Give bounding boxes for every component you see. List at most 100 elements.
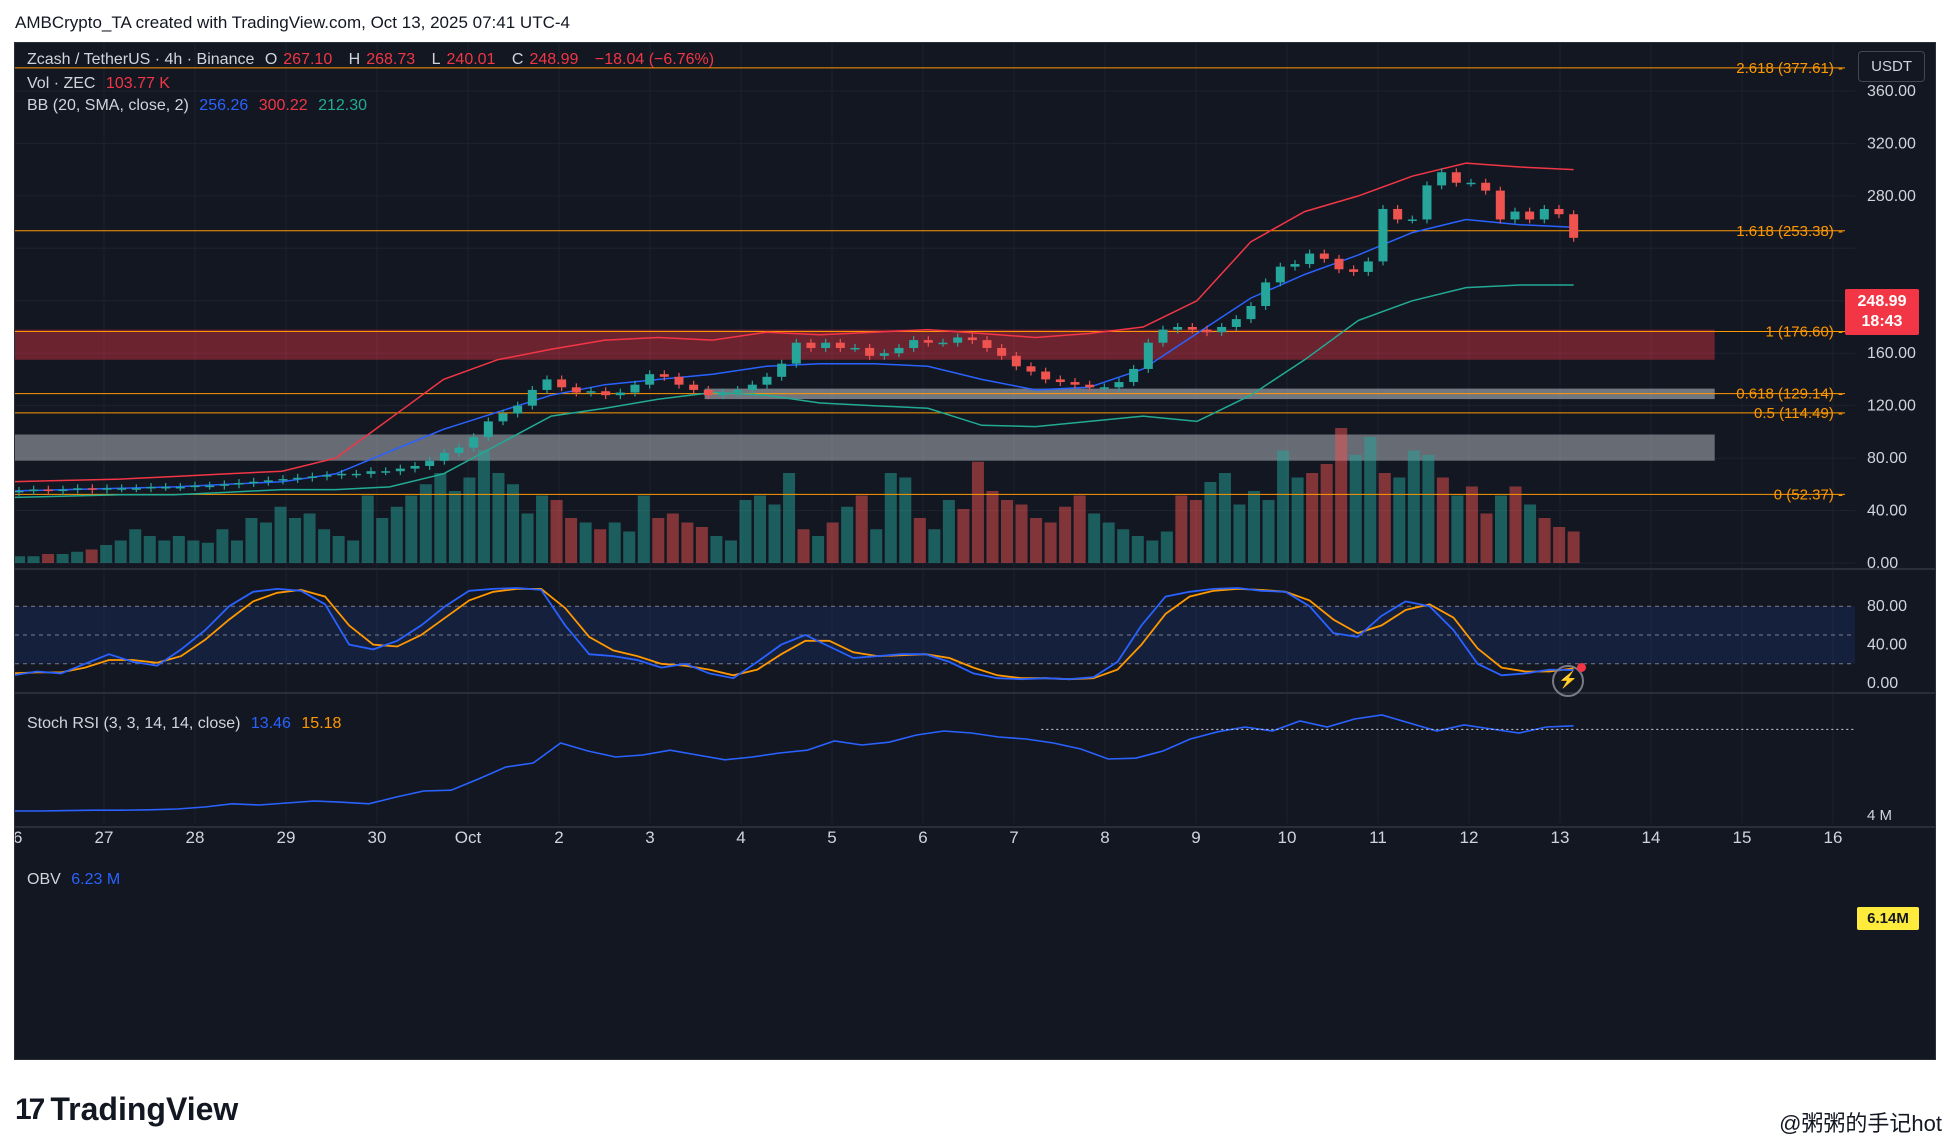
volume-bar bbox=[579, 522, 592, 563]
obv-legend[interactable]: OBV 6.23 M bbox=[27, 871, 126, 889]
candle-body bbox=[1510, 211, 1520, 220]
volume-label: Vol · ZEC bbox=[27, 75, 96, 92]
ohlc-open-value: 267.10 bbox=[283, 51, 333, 68]
candle-body bbox=[190, 485, 200, 488]
volume-bar bbox=[957, 509, 970, 563]
candle-body bbox=[938, 342, 948, 345]
candle-body bbox=[1525, 211, 1535, 220]
volume-bar bbox=[1436, 477, 1449, 563]
bb-basis-line bbox=[15, 218, 1574, 492]
candle-body bbox=[469, 437, 479, 448]
candle-body bbox=[1202, 329, 1212, 333]
volume-bar bbox=[623, 531, 636, 563]
candle-body bbox=[1305, 253, 1315, 265]
symbol-title[interactable]: Zcash / TetherUS · 4h · Binance bbox=[27, 51, 255, 68]
volume-bar bbox=[1175, 495, 1188, 563]
ohlc-high-value: 268.73 bbox=[366, 51, 416, 68]
volume-bar bbox=[899, 477, 912, 563]
candle-body bbox=[1187, 326, 1197, 330]
lightning-icon[interactable]: ⚡ bbox=[1552, 663, 1586, 697]
volume-bar bbox=[1451, 495, 1464, 563]
volume-bar bbox=[1102, 522, 1115, 563]
candle-body bbox=[117, 488, 127, 490]
candle-body bbox=[1334, 258, 1344, 270]
fib-label-0.5: 0.5 (114.49) - bbox=[1754, 405, 1843, 422]
volume-bar bbox=[507, 484, 520, 563]
volume-bar bbox=[318, 529, 331, 563]
volume-bar bbox=[289, 518, 302, 563]
ohlc-close: C 248.99 bbox=[512, 51, 585, 68]
stoch-legend[interactable]: Stoch RSI (3, 3, 14, 14, close) 13.46 15… bbox=[27, 715, 347, 733]
candle-body bbox=[1217, 326, 1227, 333]
tradingview-logo[interactable]: 17 TradingView bbox=[15, 1091, 238, 1128]
chart-svg[interactable]: 2.618 (377.61) - 1.618 (253.38) - 1 (176.6… bbox=[15, 43, 1935, 1059]
obv-axis-label: 4 M bbox=[1867, 807, 1892, 824]
candle-body bbox=[1539, 208, 1549, 220]
x-tick-label: 7 bbox=[1009, 828, 1018, 847]
x-tick-label: 3 bbox=[645, 828, 654, 847]
candle-body bbox=[1349, 269, 1359, 272]
volume-bar bbox=[100, 545, 113, 563]
x-tick-label: 2 bbox=[554, 828, 563, 847]
volume-bar bbox=[201, 542, 214, 563]
candle-body bbox=[146, 486, 156, 489]
candle-body bbox=[161, 486, 171, 489]
volume-bar bbox=[855, 495, 868, 563]
volume-bar bbox=[1407, 450, 1420, 563]
candle-body bbox=[1143, 342, 1153, 369]
candle-body bbox=[1011, 355, 1021, 367]
candle-body bbox=[865, 347, 875, 356]
candle-body bbox=[718, 392, 728, 396]
fib-label-0.618: 0.618 (129.14) - bbox=[1736, 386, 1843, 403]
candle-body bbox=[1393, 208, 1403, 220]
candle-body bbox=[293, 477, 303, 480]
candle-body bbox=[175, 486, 185, 489]
candle-body bbox=[29, 489, 39, 492]
candle-body bbox=[674, 376, 684, 385]
volume-bar bbox=[870, 529, 883, 563]
candle-body bbox=[498, 413, 508, 422]
volume-bar bbox=[913, 518, 926, 563]
volume-bar bbox=[71, 551, 84, 563]
volume-bar bbox=[1189, 500, 1202, 563]
volume-bar bbox=[1422, 455, 1435, 563]
price-tick-label: 80.00 bbox=[1867, 450, 1907, 467]
volume-bar bbox=[594, 529, 607, 563]
volume-bar bbox=[1524, 504, 1537, 563]
candle-body bbox=[439, 452, 449, 461]
stoch-k-value: 13.46 bbox=[250, 715, 291, 732]
volume-bar bbox=[695, 527, 708, 563]
chart-frame[interactable]: 2.618 (377.61) - 1.618 (253.38) - 1 (176.6… bbox=[14, 42, 1936, 1060]
candle-body bbox=[1070, 382, 1080, 385]
volume-bar bbox=[652, 518, 665, 563]
candle-body bbox=[425, 460, 435, 466]
currency-button[interactable]: USDT bbox=[1858, 51, 1925, 82]
candle-body bbox=[1437, 172, 1447, 186]
tradingview-brand-text: TradingView bbox=[50, 1091, 239, 1127]
volume-legend[interactable]: Vol · ZEC 103.77 K bbox=[27, 75, 176, 93]
obv-label: OBV bbox=[27, 871, 61, 888]
bb-legend[interactable]: BB (20, SMA, close, 2) 256.26 300.22 212… bbox=[27, 97, 373, 115]
candle-body bbox=[249, 481, 259, 484]
volume-bar bbox=[1218, 473, 1231, 563]
volume-bar bbox=[27, 556, 40, 563]
volume-bar bbox=[1291, 477, 1304, 563]
candle-body bbox=[953, 337, 963, 343]
candle-body bbox=[263, 480, 273, 482]
candle-body bbox=[1041, 371, 1051, 380]
candle-body bbox=[615, 392, 625, 396]
volume-bar bbox=[114, 540, 127, 563]
volume-bar bbox=[492, 473, 505, 563]
volume-bar bbox=[332, 536, 345, 563]
volume-bar bbox=[1248, 491, 1261, 563]
candle-body bbox=[835, 342, 845, 348]
candle-body bbox=[366, 471, 376, 474]
candle-body bbox=[1407, 219, 1417, 221]
volume-bar bbox=[637, 495, 650, 563]
candle-body bbox=[43, 489, 53, 492]
candle-body bbox=[762, 376, 772, 385]
volume-bar bbox=[1204, 482, 1217, 563]
candle-body bbox=[630, 384, 640, 393]
fib-label-2.618: 2.618 (377.61) - bbox=[1736, 60, 1843, 77]
zone-resistance bbox=[15, 329, 1715, 360]
